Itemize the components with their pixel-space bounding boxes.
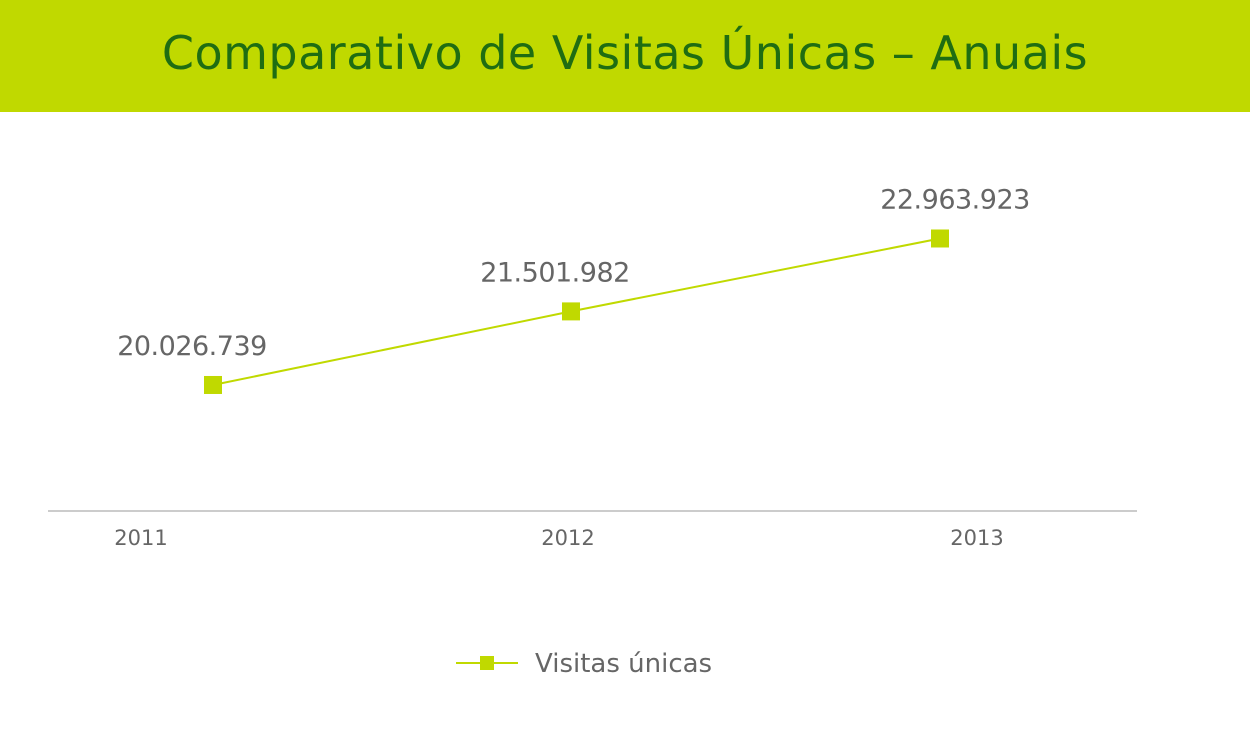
line-chart: 2011 2012 2013 20.026.739 21.501.982 22.963.… <box>48 184 1137 679</box>
data-point-2013 <box>931 229 949 248</box>
legend: Visitas únicas <box>456 649 712 679</box>
page-title: Comparativo de Visitas Únicas – Anuais <box>161 26 1089 80</box>
data-label-2011: 20.026.739 <box>117 331 267 362</box>
data-labels: 20.026.739 21.501.982 22.963.923 <box>117 184 1030 361</box>
data-label-2013: 22.963.923 <box>880 184 1030 215</box>
x-tick-label-2011: 2011 <box>114 526 167 550</box>
data-point-2012 <box>562 302 580 321</box>
legend-marker-swatch <box>480 656 494 670</box>
title-banner: Comparativo de Visitas Únicas – Anuais <box>0 0 1250 112</box>
x-tick-label-2013: 2013 <box>950 526 1003 550</box>
data-label-2012: 21.501.982 <box>480 257 630 288</box>
data-point-2011 <box>204 375 222 394</box>
x-axis-tick-labels: 2011 2012 2013 <box>114 526 1003 550</box>
x-tick-label-2012: 2012 <box>541 526 594 550</box>
series-markers <box>204 229 949 394</box>
legend-label: Visitas únicas <box>535 649 712 679</box>
